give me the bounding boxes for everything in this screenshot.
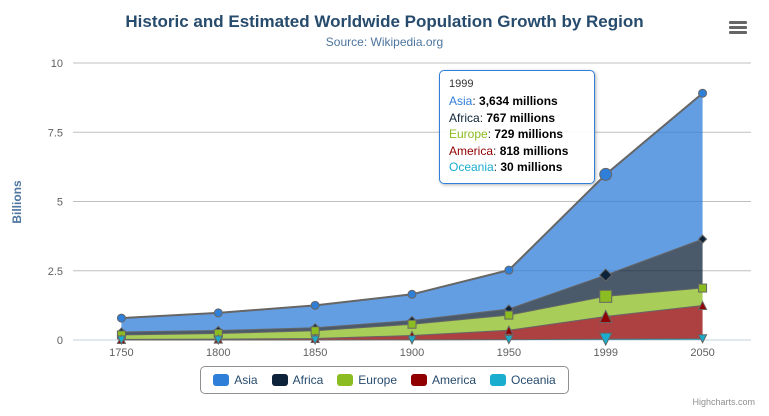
tooltip-series-name: Asia bbox=[449, 94, 479, 108]
marker-america-1950[interactable] bbox=[504, 325, 514, 335]
tooltip-header: 1999 bbox=[449, 78, 474, 90]
y-axis-label: 7.5 bbox=[48, 127, 63, 139]
tooltip-row: America818 millions bbox=[449, 143, 585, 160]
marker-oceania-2050[interactable] bbox=[697, 334, 708, 344]
hamburger-icon bbox=[729, 25, 747, 29]
marker-america-1999[interactable] bbox=[598, 309, 613, 324]
x-axis-label: 1950 bbox=[497, 347, 521, 359]
y-axis-title: Billions bbox=[10, 180, 24, 224]
marker-asia-1999[interactable] bbox=[599, 167, 613, 181]
hamburger-icon bbox=[729, 30, 747, 34]
y-axis-label: 0 bbox=[57, 335, 63, 347]
legend-label: Africa bbox=[292, 373, 324, 387]
chart-subtitle: Source: Wikipedia.org bbox=[325, 35, 444, 49]
tooltip-value: 729 millions bbox=[494, 127, 564, 141]
marker-asia-1800[interactable] bbox=[213, 308, 223, 318]
marker-europe-1950[interactable] bbox=[504, 310, 514, 320]
tooltip-series-name: America bbox=[449, 144, 500, 158]
legend-item-europe[interactable]: Europe bbox=[337, 373, 397, 387]
tooltip-value: 3,634 millions bbox=[479, 94, 558, 108]
legend-symbol bbox=[411, 374, 427, 386]
marker-asia-1850[interactable] bbox=[310, 300, 320, 310]
marker-europe-1900[interactable] bbox=[407, 319, 417, 329]
x-axis-label: 1750 bbox=[109, 347, 133, 359]
marker-europe-1999[interactable] bbox=[599, 289, 613, 303]
marker-africa-1999[interactable] bbox=[599, 268, 613, 282]
legend-item-africa[interactable]: Africa bbox=[271, 373, 324, 387]
x-axis-label: 1900 bbox=[400, 347, 424, 359]
marker-america-2050[interactable] bbox=[697, 300, 708, 310]
marker-oceania-1950[interactable] bbox=[504, 335, 514, 345]
area-asia[interactable] bbox=[121, 93, 703, 332]
credits-link[interactable]: Highcharts.com bbox=[692, 397, 755, 407]
y-axis-label: 10 bbox=[51, 58, 63, 70]
x-axis-label: 2050 bbox=[690, 347, 714, 359]
marker-oceania-1800[interactable] bbox=[213, 335, 224, 346]
marker-oceania-1900[interactable] bbox=[407, 335, 417, 345]
x-axis-label: 1999 bbox=[593, 347, 617, 359]
tooltip-row: Oceania30 millions bbox=[449, 159, 585, 176]
legend-item-america[interactable]: America bbox=[411, 373, 476, 387]
y-axis-label: 2.5 bbox=[48, 266, 63, 278]
legend-label: Europe bbox=[358, 373, 397, 387]
marker-asia-1950[interactable] bbox=[504, 265, 514, 275]
x-axis-label: 1850 bbox=[303, 347, 327, 359]
hamburger-icon bbox=[729, 20, 747, 24]
legend-symbol bbox=[490, 374, 507, 386]
marker-africa-2050[interactable] bbox=[697, 234, 708, 244]
x-axis-label: 1800 bbox=[206, 347, 230, 359]
legend-item-asia[interactable]: Asia bbox=[213, 373, 258, 387]
export-menu-button[interactable] bbox=[725, 14, 751, 40]
legend-label: Asia bbox=[234, 373, 258, 387]
legend-label: Oceania bbox=[511, 373, 556, 387]
tooltip-row: Asia3,634 millions bbox=[449, 93, 585, 110]
legend-symbol bbox=[271, 374, 288, 386]
tooltip-series-name: Oceania bbox=[449, 160, 500, 174]
legend-symbol bbox=[337, 374, 354, 386]
y-axis-label: 5 bbox=[57, 197, 63, 209]
tooltip-row: Africa767 millions bbox=[449, 110, 585, 127]
marker-asia-1900[interactable] bbox=[407, 289, 417, 299]
marker-asia-1750[interactable] bbox=[116, 313, 126, 323]
tooltip: 1999 Asia3,634 millions Africa767 millio… bbox=[439, 70, 595, 184]
marker-asia-2050[interactable] bbox=[698, 88, 708, 98]
marker-oceania-1850[interactable] bbox=[310, 335, 320, 346]
legend-box: Asia Africa Europe America Oceania bbox=[200, 366, 569, 394]
marker-oceania-1999[interactable] bbox=[598, 332, 613, 347]
tooltip-value: 30 millions bbox=[500, 160, 563, 174]
tooltip-series-name: Europe bbox=[449, 127, 494, 141]
legend-item-oceania[interactable]: Oceania bbox=[490, 373, 556, 387]
legend-label: America bbox=[432, 373, 477, 387]
tooltip-value: 767 millions bbox=[486, 110, 556, 125]
tooltip-value: 818 millions bbox=[499, 143, 569, 158]
chart-title: Historic and Estimated Worldwide Populat… bbox=[125, 12, 644, 31]
area-africa[interactable] bbox=[121, 239, 703, 335]
tooltip-series-name: Africa bbox=[449, 111, 486, 125]
marker-oceania-1750[interactable] bbox=[116, 335, 127, 346]
area-america[interactable] bbox=[121, 305, 703, 340]
tooltip-row: Europe729 millions bbox=[449, 126, 585, 143]
marker-europe-2050[interactable] bbox=[698, 283, 708, 293]
legend-symbol bbox=[213, 374, 230, 386]
legend: Asia Africa Europe America Oceania bbox=[0, 366, 769, 394]
